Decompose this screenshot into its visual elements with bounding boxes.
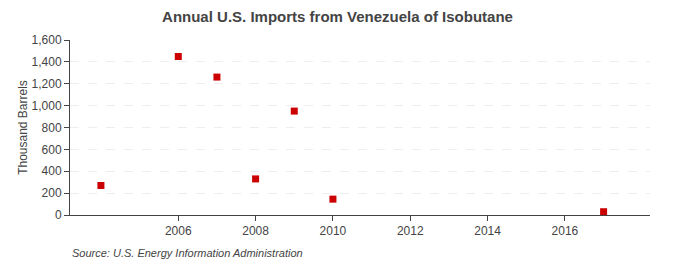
svg-text:Source: U.S. Energy Informatio: Source: U.S. Energy Information Administ… [72,247,303,259]
svg-text:1,600: 1,600 [32,33,62,47]
svg-text:200: 200 [42,186,62,200]
svg-text:2016: 2016 [552,224,579,238]
svg-text:600: 600 [42,143,62,157]
svg-text:1,200: 1,200 [32,77,62,91]
svg-text:2012: 2012 [397,224,424,238]
svg-text:400: 400 [42,164,62,178]
svg-text:1,400: 1,400 [32,55,62,69]
svg-text:800: 800 [42,121,62,135]
svg-text:2014: 2014 [474,224,501,238]
svg-text:2008: 2008 [242,224,269,238]
svg-text:2006: 2006 [165,224,192,238]
svg-text:Annual U.S. Imports from Venez: Annual U.S. Imports from Venezuela of Is… [162,8,513,25]
svg-text:1,000: 1,000 [32,99,62,113]
svg-text:Thousand Barrels: Thousand Barrels [16,80,30,175]
svg-text:2010: 2010 [320,224,347,238]
svg-text:0: 0 [55,208,62,222]
